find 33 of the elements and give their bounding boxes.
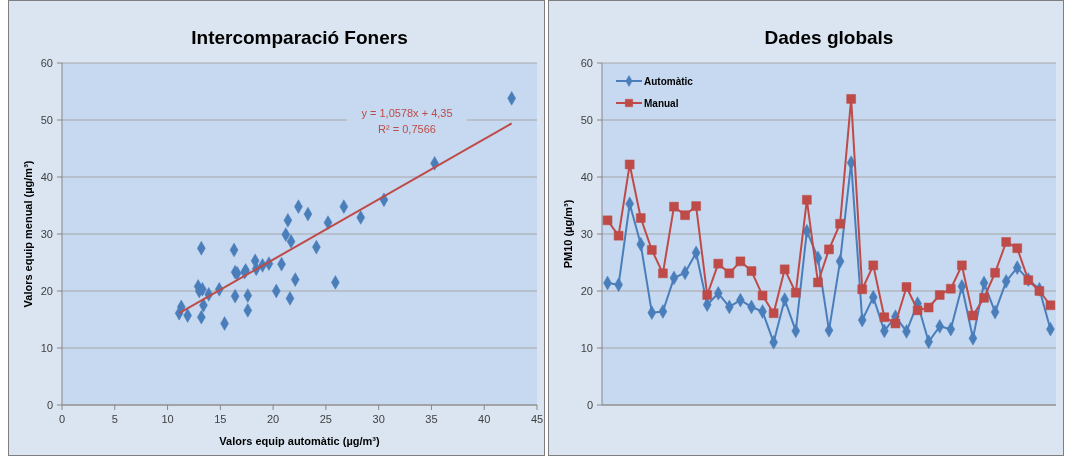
y-tick-label: 40	[580, 171, 593, 183]
annotation: R² = 0,7566	[378, 123, 436, 135]
y-tick-label: 20	[580, 285, 593, 297]
x-tick-label: 35	[425, 413, 438, 425]
x-axis-title: Valors equip automàtic (µg/m³)	[219, 435, 381, 447]
x-tick-label: 10	[161, 413, 174, 425]
x-tick-label: 20	[266, 413, 280, 425]
x-tick-label: 0	[58, 413, 66, 425]
y-tick-label: 30	[40, 228, 53, 240]
y-tick-label: 50	[580, 114, 593, 126]
y-tick-label: 20	[40, 285, 53, 297]
y-tick-label: 0	[46, 399, 53, 411]
chart-title: Dades globals	[764, 27, 894, 48]
y-tick-label: 40	[40, 171, 53, 183]
legend-label: Manual	[644, 98, 679, 109]
x-tick-label: 5	[111, 413, 118, 425]
y-tick-label: 10	[40, 342, 53, 354]
x-tick-label: 30	[372, 413, 385, 425]
y-tick-label: 50	[40, 114, 53, 126]
annotation: y = 1,0578x + 4,35	[361, 107, 453, 119]
y-axis-title: PM10 (µg/m³)	[562, 199, 574, 269]
x-tick-label: 45	[530, 413, 544, 425]
legend-label: Automàtic	[644, 76, 694, 87]
y-tick-label: 60	[580, 57, 593, 69]
y-axis-title: Valors equip menual (µg/m³)	[22, 160, 34, 308]
y-tick-label: 10	[580, 342, 593, 354]
y-tick-label: 0	[586, 399, 593, 411]
chart-title: Intercomparació Foners	[191, 27, 408, 48]
x-tick-label: 25	[319, 413, 333, 425]
x-tick-label: 15	[214, 413, 227, 425]
x-tick-label: 40	[478, 413, 491, 425]
y-tick-label: 30	[580, 228, 593, 240]
y-tick-label: 60	[40, 57, 53, 69]
